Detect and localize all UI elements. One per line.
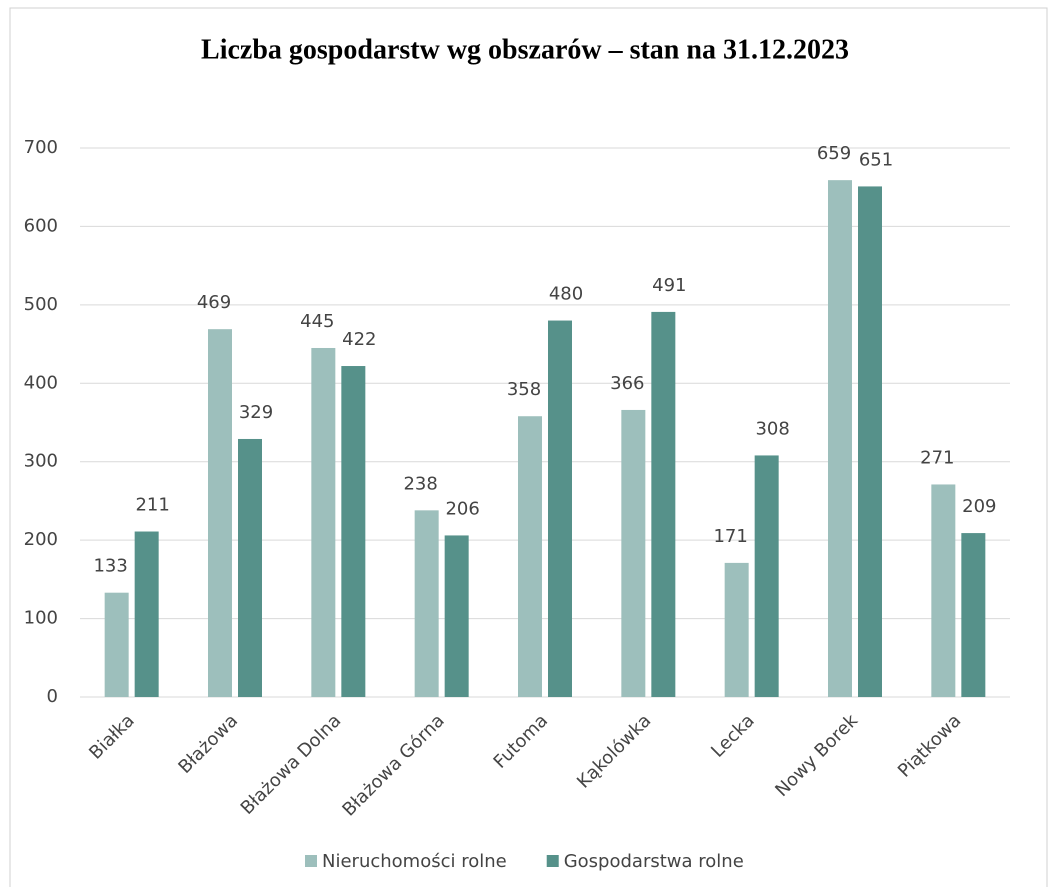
data-label: 422 (342, 329, 376, 350)
x-tick-label: Błażowa Dolna (237, 710, 346, 819)
y-tick-label: 700 (24, 137, 58, 158)
chart-title: Liczba gospodarstw wg obszarów – stan na… (201, 34, 849, 65)
data-label: 469 (197, 292, 231, 313)
x-tick-label: Błażowa Górna (338, 710, 448, 820)
y-tick-label: 400 (24, 372, 58, 393)
data-label: 308 (755, 418, 789, 439)
bar (444, 535, 469, 697)
bar (104, 592, 129, 697)
bar (238, 438, 262, 697)
chart-border (9, 7, 1048, 887)
y-tick-label: 500 (24, 294, 58, 315)
legend-label: Gospodarstwa rolne (564, 851, 744, 872)
data-label: 209 (962, 496, 996, 517)
bar (134, 531, 159, 697)
data-label: 366 (610, 373, 644, 394)
bar (414, 510, 439, 697)
x-tick-label: Błażowa (174, 710, 242, 778)
bar (931, 484, 956, 697)
y-tick-label: 300 (24, 451, 58, 472)
data-label: 238 (403, 473, 437, 494)
bar (724, 562, 749, 697)
data-label: 659 (817, 143, 851, 164)
legend-label: Nieruchomości rolne (322, 851, 507, 872)
x-tick-label: Nowy Borek (771, 710, 862, 801)
bar (341, 366, 366, 697)
bar (858, 186, 882, 697)
data-label: 358 (507, 379, 541, 400)
x-tick-label: Futoma (490, 710, 553, 773)
data-label: 171 (713, 526, 747, 547)
bar (754, 455, 779, 697)
y-tick-label: 100 (24, 608, 58, 629)
x-tick-label: Kąkolówka (573, 710, 655, 792)
bar (651, 311, 676, 697)
bar (828, 180, 852, 698)
legend-swatch (305, 855, 317, 867)
data-label: 211 (135, 495, 169, 516)
x-tick-label: Lecka (707, 710, 758, 761)
bar (208, 329, 232, 697)
data-label: 651 (859, 149, 893, 170)
y-tick-label: 0 (47, 686, 58, 707)
bar (518, 416, 542, 697)
bar (311, 347, 336, 697)
y-tick-label: 200 (24, 529, 58, 550)
data-label: 445 (300, 311, 334, 332)
data-label: 206 (445, 498, 479, 519)
data-label: 491 (652, 275, 686, 296)
bar (548, 320, 572, 697)
data-label: 133 (93, 556, 127, 577)
data-label: 329 (239, 402, 273, 423)
x-tick-label: Białka (85, 710, 138, 763)
bar (961, 533, 986, 697)
y-tick-label: 600 (24, 215, 58, 236)
bar (621, 409, 646, 697)
data-label: 271 (920, 447, 954, 468)
x-tick-label: Piątkowa (894, 710, 965, 781)
legend-swatch (546, 855, 559, 867)
data-label: 480 (549, 284, 583, 305)
